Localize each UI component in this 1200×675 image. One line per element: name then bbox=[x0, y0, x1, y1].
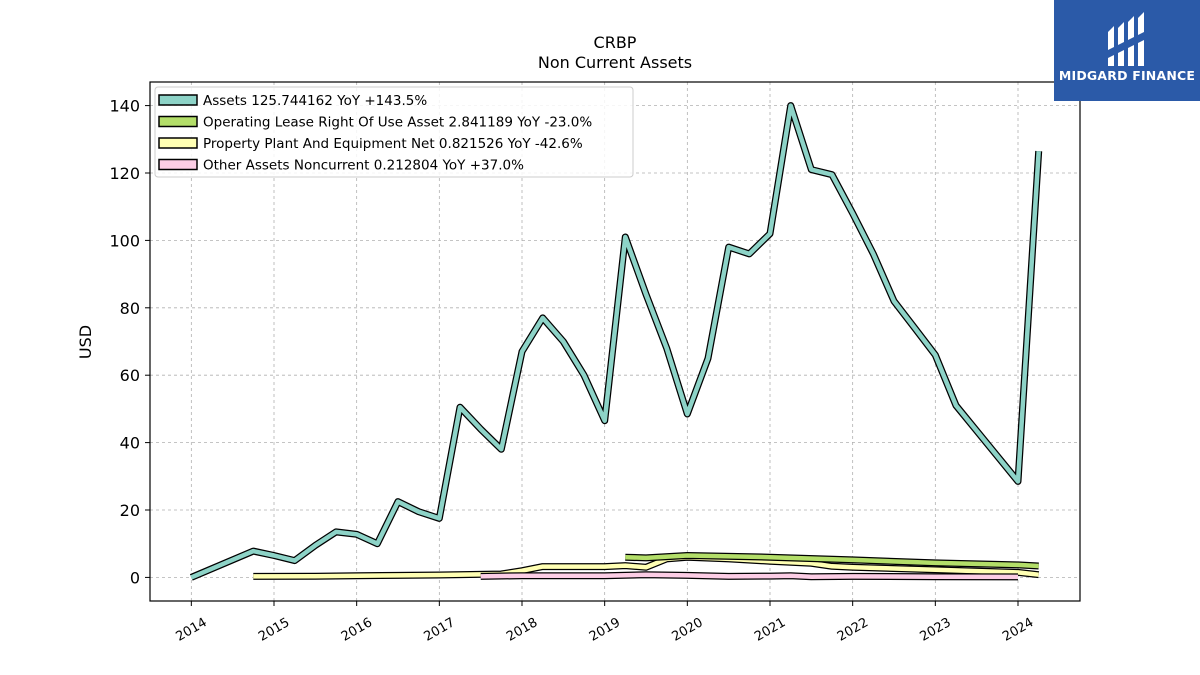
x-axis-ticks: 2014 2015 2016 2017 2018 2019 2020 2021 2022 2023… bbox=[174, 601, 1036, 645]
x-tick-label: 2018 bbox=[504, 615, 540, 645]
x-tick-label: 2015 bbox=[256, 615, 292, 645]
x-tick-label: 2016 bbox=[339, 615, 375, 645]
y-axis-label: USD bbox=[76, 325, 95, 359]
y-tick-label: 80 bbox=[120, 299, 140, 318]
series-0 bbox=[189, 102, 1043, 581]
legend[interactable]: Assets 125.744162 YoY +143.5% Operating L… bbox=[154, 86, 634, 178]
legend-entry: Property Plant And Equipment Net 0.82152… bbox=[203, 136, 583, 152]
x-tick-label: 2023 bbox=[918, 615, 954, 645]
y-tick-label: 60 bbox=[120, 366, 140, 385]
y-tick-label: 20 bbox=[120, 501, 140, 520]
plot-frame bbox=[149, 81, 1081, 602]
x-tick-label: 2019 bbox=[587, 615, 623, 645]
x-tick-label: 2022 bbox=[835, 615, 871, 645]
series-line bbox=[480, 572, 1019, 580]
brand-name: MIDGARD FINANCE bbox=[1058, 68, 1196, 83]
series-layer bbox=[189, 102, 1043, 581]
y-tick-label: 120 bbox=[109, 164, 140, 183]
series-1 bbox=[625, 552, 1039, 570]
legend-box bbox=[154, 86, 634, 178]
legend-entry: Other Assets Noncurrent 0.212804 YoY +37… bbox=[203, 158, 524, 174]
brand-logo: MIDGARD FINANCE bbox=[1054, 0, 1200, 101]
x-tick-label: 2014 bbox=[174, 615, 210, 645]
y-tick-label: 40 bbox=[120, 434, 140, 453]
y-tick-label: 100 bbox=[109, 231, 140, 250]
y-tick-label: 140 bbox=[109, 97, 140, 116]
y-tick-label: 0 bbox=[130, 568, 140, 587]
legend-swatch bbox=[158, 137, 198, 149]
x-tick-label: 2017 bbox=[422, 615, 458, 645]
series-3 bbox=[480, 571, 1019, 581]
series-line bbox=[625, 553, 1039, 569]
legend-entry: Operating Lease Right Of Use Asset 2.841… bbox=[203, 115, 592, 131]
series-line bbox=[190, 103, 1041, 580]
legend-swatch bbox=[158, 158, 198, 171]
chart-subtitle: Non Current Assets bbox=[538, 53, 692, 72]
series-2 bbox=[253, 553, 1040, 580]
x-tick-label: 2024 bbox=[1000, 615, 1036, 645]
y-axis-ticks: 0 20 40 60 80 100 120 140 bbox=[109, 97, 150, 587]
series-line bbox=[253, 554, 1039, 579]
midgard-logo-icon bbox=[1108, 12, 1144, 66]
legend-swatch bbox=[158, 94, 198, 106]
legend-swatch bbox=[158, 115, 198, 128]
x-tick-label: 2020 bbox=[670, 615, 706, 645]
x-tick-label: 2021 bbox=[752, 615, 788, 645]
chart-title: CRBP bbox=[594, 33, 637, 52]
legend-entry: Assets 125.744162 YoY +143.5% bbox=[203, 93, 427, 109]
grid-lines bbox=[150, 82, 1080, 601]
